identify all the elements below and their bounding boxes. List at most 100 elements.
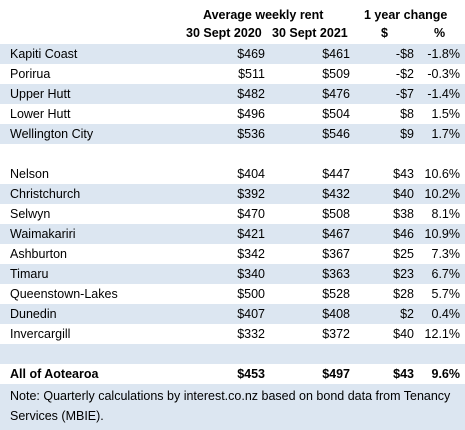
change-dollar: $28 [393, 287, 414, 301]
table-row: Waimakariri $421 $467 $46 10.9% [0, 224, 465, 244]
change-percent: -0.3% [427, 67, 460, 81]
change-dollar: -$8 [395, 47, 414, 61]
rent-2021: $372 [322, 327, 350, 341]
region-group-wellington: Kapiti Coast $469 $461 -$8 -1.8% Porirua $511 $… [0, 44, 465, 144]
rent-2021: $528 [322, 287, 350, 301]
change-percent: 1.7% [431, 127, 461, 141]
change-percent: 10.6% [424, 167, 460, 181]
total-rent-2021: $497 [322, 367, 350, 381]
change-dollar: $40 [393, 327, 414, 341]
change-percent: -1.8% [427, 47, 460, 61]
change-percent: 6.7% [431, 267, 461, 281]
total-name: All of Aotearoa [10, 367, 99, 381]
rent-2021: $508 [322, 207, 350, 221]
rent-2020: $407 [237, 307, 265, 321]
change-dollar: -$2 [395, 67, 414, 81]
table-row: Nelson $404 $447 $43 10.6% [0, 164, 465, 184]
change-percent: 7.3% [431, 247, 461, 261]
table-row: Invercargill $332 $372 $40 12.1% [0, 324, 465, 344]
change-dollar: $8 [400, 107, 414, 121]
change-percent: -1.4% [427, 87, 460, 101]
table-row: Lower Hutt $496 $504 $8 1.5% [0, 104, 465, 124]
change-dollar: $25 [393, 247, 414, 261]
region-name: Porirua [10, 67, 51, 81]
table-row: Wellington City $536 $546 $9 1.7% [0, 124, 465, 144]
region-name: Ashburton [10, 247, 67, 261]
change-dollar: $9 [400, 127, 414, 141]
table-row: Selwyn $470 $508 $38 8.1% [0, 204, 465, 224]
rent-2020: $342 [237, 247, 265, 261]
table-row: Christchurch $392 $432 $40 10.2% [0, 184, 465, 204]
table-row: Upper Hutt $482 $476 -$7 -1.4% [0, 84, 465, 104]
rent-2020: $511 [238, 67, 265, 81]
rent-2020: $421 [237, 227, 265, 241]
table-row: Timaru $340 $363 $23 6.7% [0, 264, 465, 284]
rent-2020: $404 [237, 167, 265, 181]
footnote: Note: Quarterly calculations by interest… [0, 384, 465, 430]
table-row: Kapiti Coast $469 $461 -$8 -1.8% [0, 44, 465, 64]
rent-2020: $332 [237, 327, 265, 341]
region-name: Queenstown-Lakes [10, 287, 118, 301]
table-row: Queenstown-Lakes $500 $528 $28 5.7% [0, 284, 465, 304]
region-name: Wellington City [10, 127, 94, 141]
rent-2021: $367 [322, 247, 350, 261]
header-col-percent: % [434, 26, 446, 40]
change-dollar: $38 [393, 207, 414, 221]
table-row: Ashburton $342 $367 $25 7.3% [0, 244, 465, 264]
change-percent: 0.4% [431, 307, 461, 321]
change-dollar: -$7 [395, 87, 414, 101]
spacer-row [0, 344, 465, 364]
rent-2021: $432 [322, 187, 350, 201]
region-name: Invercargill [10, 327, 71, 341]
header-col-dollar: $ [381, 26, 388, 40]
change-dollar: $2 [400, 307, 414, 321]
region-group-south-island: Nelson $404 $447 $43 10.6% Christchurch $392 $4… [0, 164, 465, 344]
change-percent: 1.5% [431, 107, 461, 121]
table-row: Porirua $511 $509 -$2 -0.3% [0, 64, 465, 84]
region-name: Dunedin [10, 307, 57, 321]
region-name: Waimakariri [10, 227, 76, 241]
change-dollar: $40 [393, 187, 414, 201]
change-dollar: $46 [393, 227, 414, 241]
rent-2021: $447 [322, 167, 350, 181]
rent-2020: $500 [237, 287, 265, 301]
total-change-dollar: $43 [393, 367, 414, 381]
rent-2020: $340 [237, 267, 265, 281]
spacer-row [0, 144, 465, 164]
rent-2021: $509 [322, 67, 350, 81]
rent-2020: $470 [237, 207, 265, 221]
total-row: All of Aotearoa $453 $497 $43 9.6% [0, 364, 465, 384]
table-header: Average weekly rent 1 year change 30 Sep… [0, 0, 465, 44]
rent-2021: $363 [322, 267, 350, 281]
region-name: Christchurch [10, 187, 81, 201]
region-name: Selwyn [10, 207, 51, 221]
rent-2021: $546 [322, 127, 350, 141]
change-percent: 10.9% [424, 227, 460, 241]
header-col-2020: 30 Sept 2020 [186, 26, 262, 40]
total-rent-2020: $453 [237, 367, 265, 381]
rent-2021: $504 [322, 107, 350, 121]
change-percent: 5.7% [431, 287, 461, 301]
region-name: Kapiti Coast [10, 47, 78, 61]
rent-2021: $476 [322, 87, 350, 101]
change-percent: 12.1% [424, 327, 460, 341]
rent-2020: $536 [237, 127, 265, 141]
rent-2020: $482 [237, 87, 265, 101]
change-percent: 10.2% [424, 187, 460, 201]
header-one-year-change: 1 year change [364, 8, 448, 22]
rent-2021: $467 [322, 227, 350, 241]
rent-2021: $408 [322, 307, 350, 321]
change-dollar: $43 [393, 167, 414, 181]
rent-2020: $392 [237, 187, 265, 201]
region-name: Timaru [10, 267, 49, 281]
rent-2020: $469 [237, 47, 265, 61]
total-change-percent: 9.6% [431, 367, 461, 381]
rent-2020: $496 [237, 107, 265, 121]
rent-2021: $461 [322, 47, 350, 61]
header-average-weekly-rent: Average weekly rent [203, 8, 324, 22]
change-dollar: $23 [393, 267, 414, 281]
region-name: Nelson [10, 167, 49, 181]
region-name: Upper Hutt [10, 87, 71, 101]
region-name: Lower Hutt [10, 107, 71, 121]
